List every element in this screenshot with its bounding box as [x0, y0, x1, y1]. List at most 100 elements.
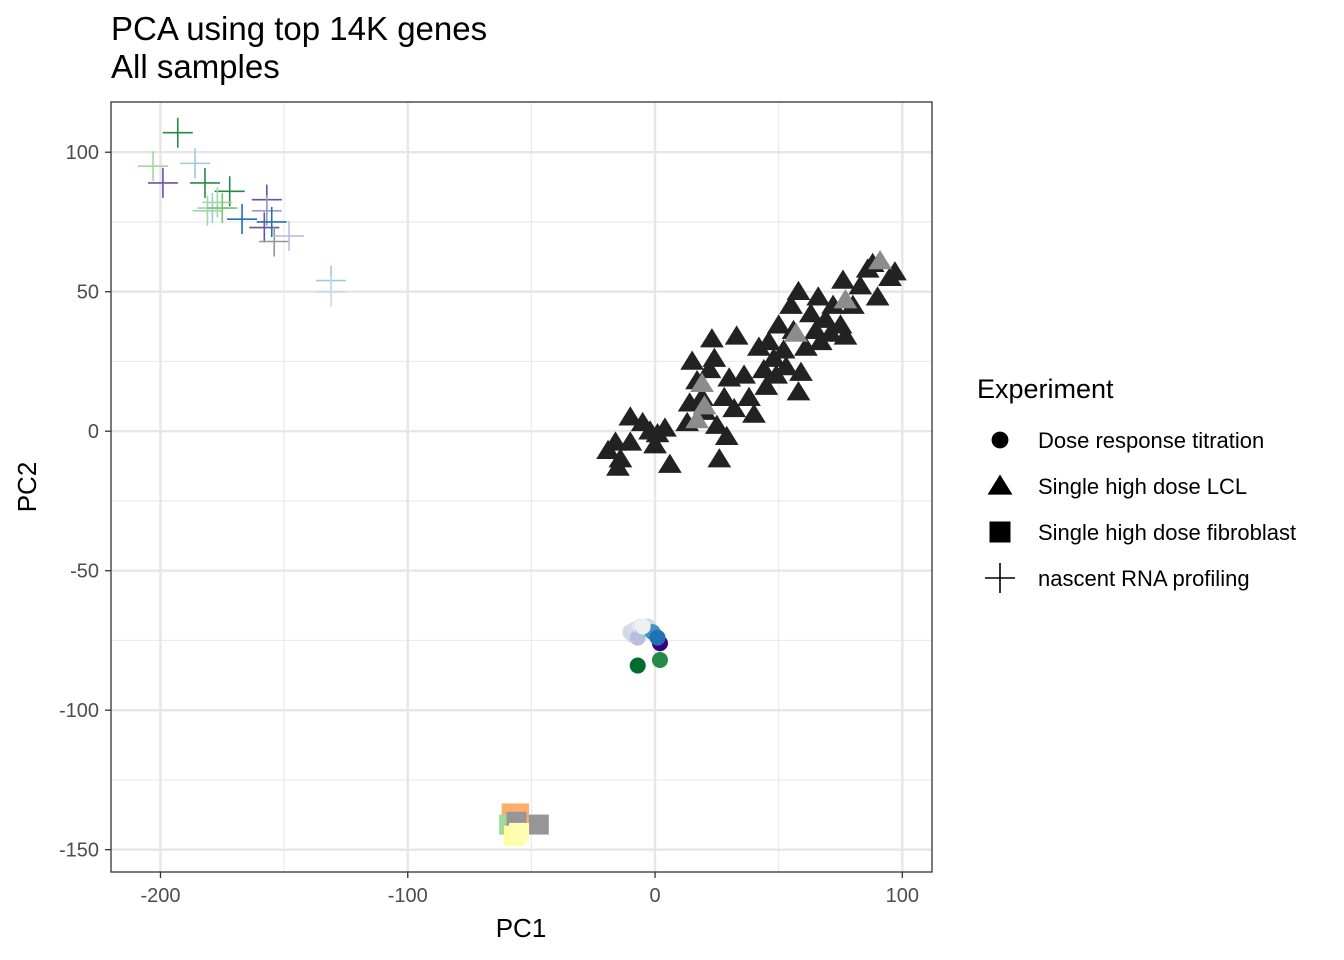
data-point-plus: [227, 204, 258, 235]
legend-entry: Dose response titration: [991, 428, 1264, 453]
y-tick-label: -50: [70, 561, 99, 583]
data-point-triangle: [865, 286, 890, 306]
data-point-plus: [251, 195, 282, 226]
x-tick-label: -200: [140, 885, 180, 907]
data-point-plus: [162, 117, 193, 148]
data-point-triangle: [794, 336, 818, 356]
chart-title: PCA using top 14K genes: [111, 10, 487, 47]
x-axis-label: PC1: [496, 913, 547, 943]
data-point-triangle: [766, 314, 791, 334]
panel-background: [111, 102, 932, 872]
data-point-triangle: [697, 358, 722, 379]
y-tick-label: 50: [77, 282, 99, 304]
x-tick-label: -100: [388, 885, 428, 907]
data-point-triangle: [774, 356, 798, 376]
data-point-triangle: [657, 453, 682, 473]
data-point-triangle: [643, 434, 667, 454]
data-point-triangle: [754, 375, 779, 395]
legend-label: Single high dose LCL: [1038, 474, 1247, 499]
data-point-triangle: [786, 381, 811, 401]
data-point-triangle: [833, 325, 858, 345]
data-point-square: [528, 814, 549, 835]
data-point-triangle: [833, 289, 858, 309]
data-point-plus: [316, 276, 347, 307]
y-axis-ticks: 100 50 0 -50 -100 -150: [59, 142, 111, 862]
data-point-triangle: [618, 431, 643, 451]
data-point-triangle: [618, 406, 643, 426]
data-point-triangle: [737, 386, 761, 406]
data-point-triangle: [831, 269, 855, 289]
x-tick-label: 100: [886, 885, 919, 907]
legend-key-circle: [991, 431, 1009, 449]
data-point-plus: [256, 206, 287, 237]
data-point-triangle: [722, 397, 747, 418]
data-point-triangle: [786, 280, 811, 300]
legend-entry: Single high dose LCL: [987, 474, 1247, 499]
legend-entries: Dose response titration Single high dose …: [985, 428, 1296, 593]
data-point-triangle: [677, 392, 702, 412]
legend-label: Single high dose fibroblast: [1038, 520, 1296, 545]
data-point-circle: [651, 651, 668, 668]
x-tick-label: 0: [649, 885, 660, 907]
data-point-triangle: [798, 303, 823, 323]
data-point-triangle: [732, 364, 756, 384]
data-point-triangle: [645, 422, 670, 443]
minor-gridlines: [111, 102, 932, 872]
data-point-plus: [259, 226, 290, 257]
data-point-triangle: [806, 286, 831, 306]
data-point-triangle: [707, 448, 732, 468]
data-point-plus: [207, 193, 238, 224]
data-point-triangle: [702, 347, 727, 367]
data-point-plus: [147, 167, 178, 198]
data-point-square: [509, 822, 530, 843]
data-point-plus: [214, 176, 245, 207]
data-point-triangle: [690, 372, 714, 393]
data-point-triangle: [821, 294, 845, 314]
data-point-triangle: [704, 414, 729, 434]
data-point-triangle: [606, 456, 630, 476]
data-point-plus: [180, 148, 211, 179]
data-point-circle: [634, 618, 651, 635]
data-point-triangle: [848, 275, 873, 295]
series-square: [499, 803, 549, 846]
data-point-triangle: [680, 350, 705, 370]
legend-label: Dose response titration: [1038, 428, 1264, 453]
series-plus: [138, 117, 347, 307]
series-triangle: [596, 250, 907, 476]
y-axis-label: PC2: [12, 462, 42, 513]
panel-border: [110, 101, 933, 873]
legend-key-plus: [985, 563, 1015, 593]
data-point-triangle: [692, 395, 717, 415]
legend-entry: nascent RNA profiling: [985, 563, 1250, 593]
data-point-plus: [274, 220, 305, 251]
y-tick-label: -150: [59, 840, 99, 862]
data-point-triangle: [789, 361, 813, 381]
data-point-triangle: [883, 261, 907, 281]
data-point-plus: [192, 195, 223, 226]
data-point-triangle: [742, 403, 766, 423]
data-point-triangle: [771, 339, 796, 359]
legend-key-square: [989, 521, 1011, 543]
data-point-triangle: [747, 336, 771, 356]
data-point-triangle: [868, 250, 892, 270]
legend-entry: Single high dose fibroblast: [989, 520, 1296, 545]
y-tick-label: -100: [59, 700, 99, 722]
y-tick-label: 0: [88, 421, 99, 443]
data-point-triangle: [784, 322, 808, 342]
legend-title: Experiment: [977, 374, 1114, 404]
data-point-plus: [138, 151, 169, 182]
data-point-triangle: [751, 358, 776, 379]
data-point-circle: [649, 629, 666, 646]
plot-panel: [110, 101, 933, 873]
y-tick-label: 100: [66, 142, 99, 164]
data-point-triangle: [712, 386, 737, 406]
data-point-circle: [629, 657, 646, 674]
data-point-plus: [189, 167, 220, 198]
legend-key-triangle: [987, 474, 1013, 495]
data-point-triangle: [700, 328, 724, 348]
data-point-triangle: [779, 294, 803, 314]
data-points: [138, 117, 907, 846]
chart-subtitle: All samples: [111, 48, 280, 85]
data-point-triangle: [714, 425, 739, 446]
